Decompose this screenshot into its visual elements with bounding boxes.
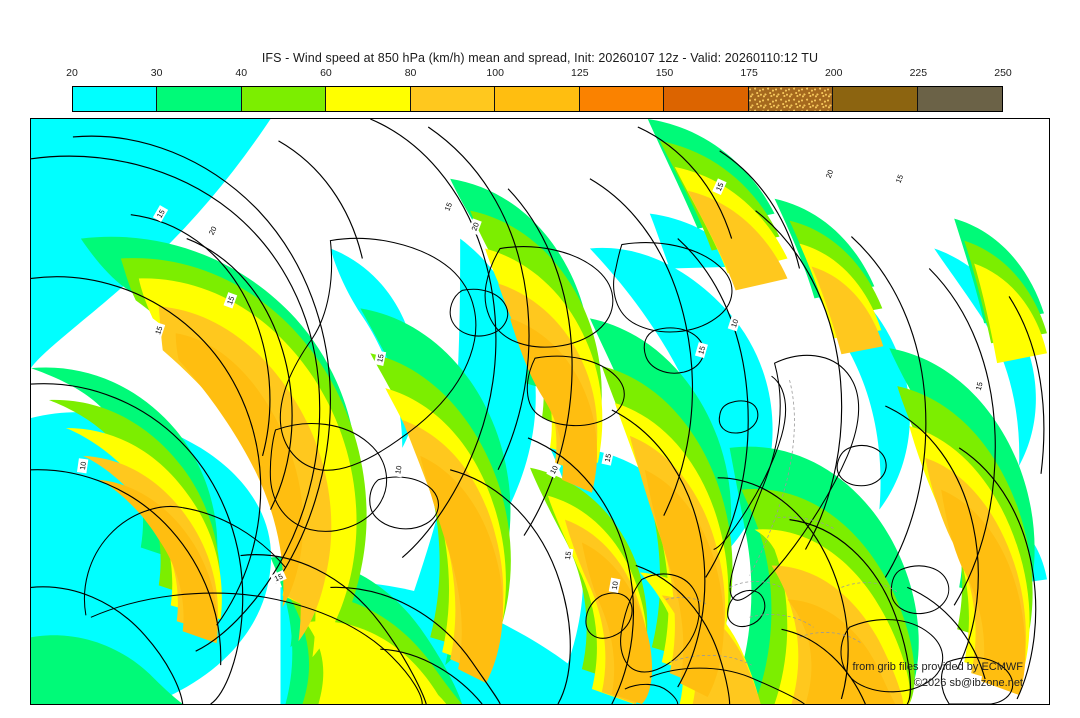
svg-text:10: 10 (393, 465, 403, 475)
svg-text:20: 20 (824, 168, 835, 179)
colorbar-segment-orange (579, 87, 665, 111)
contour-labels: 15 15 15 10 10 15 20 15 10 15 15 20 15 1… (76, 165, 986, 594)
svg-text:15: 15 (563, 551, 573, 560)
svg-text:15: 15 (153, 325, 164, 336)
colorbar-tick-labels: 20 30 40 60 80 100 125 150 175 200 225 250 (66, 67, 1012, 83)
map-canvas[interactable]: 15 15 15 10 10 15 20 15 10 15 15 20 15 1… (30, 118, 1050, 705)
colorbar-tick-175: 175 (740, 67, 758, 79)
colorbar: 20 30 40 60 80 100 125 150 175 200 225 250 (66, 67, 1012, 112)
svg-text:15: 15 (974, 381, 985, 391)
svg-text:20: 20 (470, 221, 481, 232)
colorbar-segment-dark-orange (664, 87, 749, 111)
spread-contours (31, 119, 1045, 704)
colorbar-segment-olive-gray (917, 87, 1002, 111)
colorbar-segment-cyan (73, 87, 158, 111)
svg-text:15: 15 (375, 353, 386, 363)
colorbar-tick-40: 40 (235, 67, 248, 79)
svg-text:10: 10 (78, 461, 88, 470)
colorbar-tick-80: 80 (404, 67, 417, 79)
colorbar-tick-60: 60 (320, 67, 332, 79)
colorbar-tick-225: 225 (909, 67, 928, 79)
coastlines (83, 237, 1014, 704)
svg-text:15: 15 (443, 201, 454, 212)
svg-text:10: 10 (548, 464, 560, 476)
svg-text:15: 15 (273, 572, 284, 584)
colorbar-tick-150: 150 (655, 67, 674, 79)
colorbar-segment-spring-green (157, 87, 242, 111)
svg-text:10: 10 (610, 581, 620, 591)
weather-field-svg: 15 15 15 10 10 15 20 15 10 15 15 20 15 1… (31, 119, 1049, 704)
svg-text:15: 15 (155, 208, 167, 220)
page-title: IFS - Wind speed at 850 hPa (km/h) mean … (261, 51, 819, 65)
colorbar-tick-30: 30 (150, 67, 163, 79)
colorbar-segment-yellow (326, 87, 411, 111)
colorbar-tick-250: 250 (994, 67, 1012, 79)
colorbar-gradient (72, 86, 1003, 112)
svg-text:15: 15 (603, 453, 614, 463)
svg-text:20: 20 (207, 225, 219, 236)
colorbar-segment-yellow-green (241, 87, 327, 111)
colorbar-segment-gold (410, 87, 496, 111)
svg-text:10: 10 (729, 318, 740, 329)
colorbar-segment-brown (833, 87, 918, 111)
colorbar-tick-100: 100 (486, 67, 504, 79)
svg-text:15: 15 (714, 181, 726, 192)
country-borders (665, 380, 900, 666)
svg-text:15: 15 (225, 295, 236, 306)
colorbar-segment-speckled-brown (748, 87, 834, 111)
colorbar-tick-125: 125 (571, 67, 589, 79)
colorbar-tick-20: 20 (66, 67, 78, 79)
colorbar-tick-200: 200 (824, 67, 843, 79)
svg-text:15: 15 (696, 345, 707, 355)
colorbar-segment-amber (495, 87, 580, 111)
svg-text:15: 15 (894, 173, 905, 184)
